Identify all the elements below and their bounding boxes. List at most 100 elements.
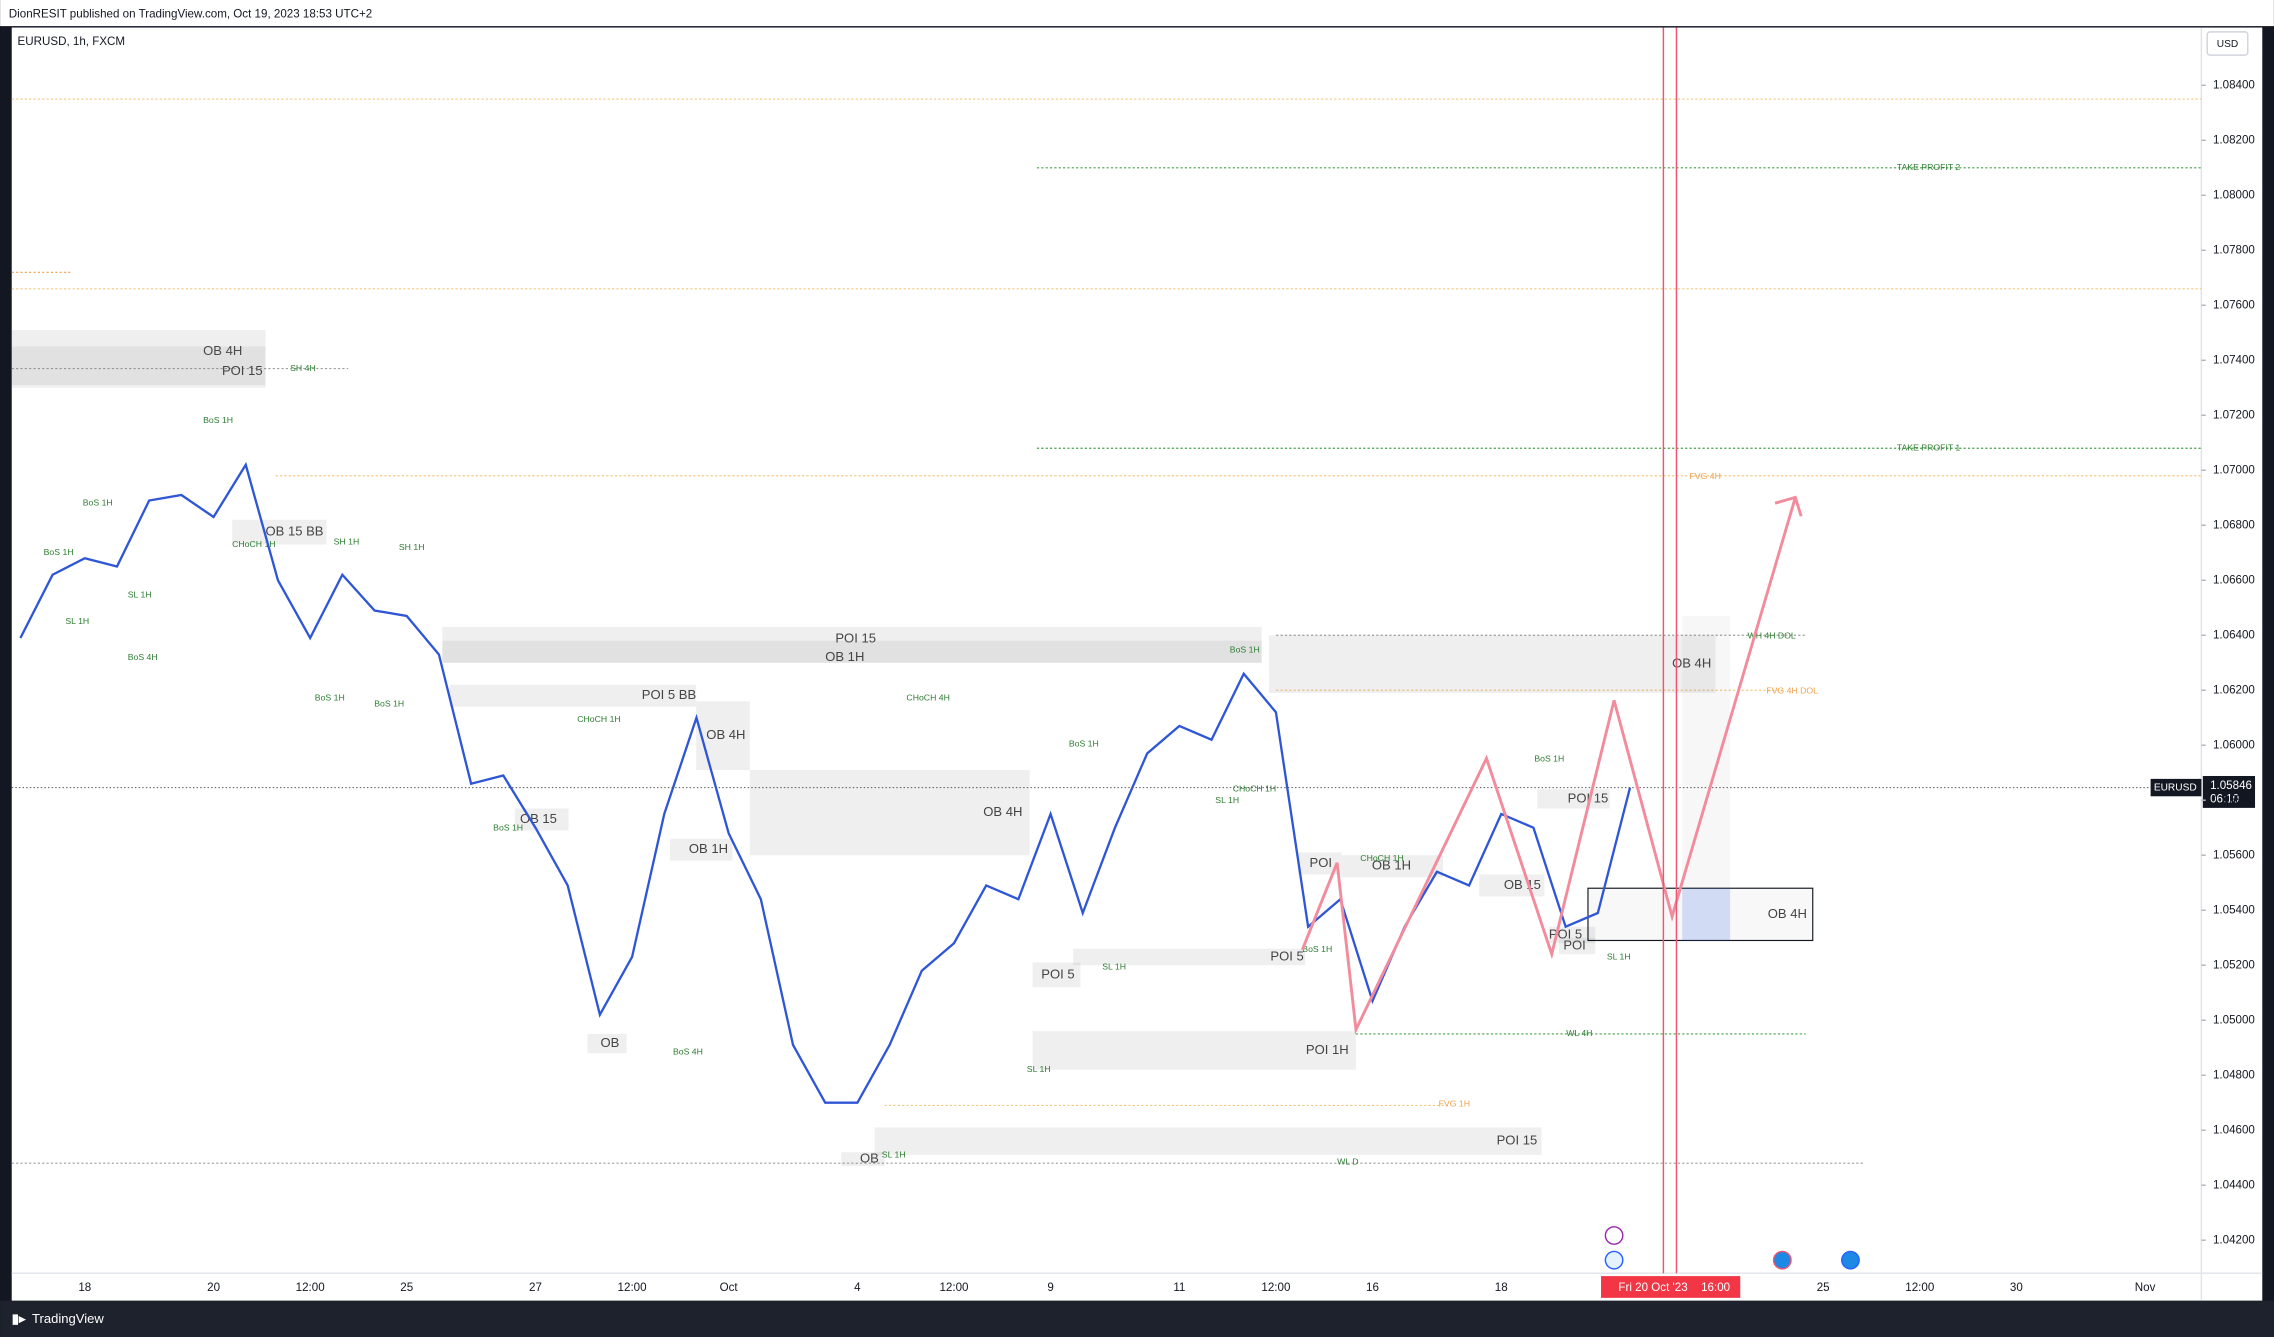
cursor-date: Fri 20 Oct '23 [1618, 1281, 1687, 1294]
zone [749, 769, 1030, 856]
footer-bar [0, 1300, 2274, 1337]
y-tick-label: 1.05800 [2213, 793, 2255, 806]
x-tick-label: 18 [1495, 1281, 1508, 1294]
zone [232, 519, 327, 545]
annotation: FVG 4H [1689, 471, 1720, 481]
y-tick-label: 1.05200 [2213, 958, 2255, 971]
annotation: BoS 1H [44, 547, 74, 557]
selection-range [1682, 616, 1731, 941]
projection-path [1300, 496, 1797, 1035]
zone [11, 330, 266, 388]
y-tick-label: 1.05400 [2213, 903, 2255, 916]
zone [1032, 962, 1081, 988]
annotation: BoS 1H [1302, 944, 1332, 954]
zone-label: OB 15 [1504, 877, 1541, 892]
zone [442, 640, 1262, 663]
x-tick-label: 12:00 [1905, 1281, 1934, 1294]
y-tick-label: 1.08400 [2213, 78, 2255, 91]
x-tick-label: 4 [854, 1281, 861, 1294]
x-tick-label: 11 [1173, 1281, 1185, 1294]
zone-label: OB 1H [1372, 858, 1411, 873]
x-tick-label: Nov [2135, 1281, 2156, 1294]
x-tick-label: 9 [1047, 1281, 1053, 1294]
y-tick-label: 1.06800 [2213, 518, 2255, 531]
annotation: CHoCH 1H [1233, 784, 1276, 794]
y-tick-label: 1.08000 [2213, 188, 2255, 201]
annotation: TAKE PROFIT 1 [1897, 442, 1961, 452]
y-tick-label: 1.05000 [2213, 1013, 2255, 1026]
zone-label: POI 5 BB [642, 687, 697, 702]
zone [696, 701, 750, 770]
x-tick-label: Oct [720, 1281, 739, 1294]
y-tick-label: 1.06200 [2213, 683, 2255, 696]
zone [1297, 852, 1342, 875]
x-tick-label: 12:00 [939, 1281, 968, 1294]
annotation: BoS 1H [83, 498, 113, 508]
annotation: WL 4H [1566, 1028, 1592, 1038]
annotation: CHoCH 4H [906, 693, 949, 703]
y-tick-label: 1.07200 [2213, 408, 2255, 421]
zone [587, 1033, 627, 1054]
price-tag [2202, 775, 2256, 808]
annotation: BoS 4H [128, 652, 158, 662]
annotation: CHoCH 1H [1360, 853, 1403, 863]
zone [1558, 937, 1596, 955]
zone [1073, 948, 1306, 966]
zone [449, 684, 697, 707]
annotation: SH 1H [399, 542, 425, 552]
annotation: BoS 1H [1230, 645, 1260, 655]
zone-label: OB 4H [983, 804, 1022, 819]
y-tick-label: 1.06400 [2213, 628, 2255, 641]
zone [1268, 635, 1716, 693]
annotation: SL 1H [128, 590, 152, 600]
event-icon[interactable] [1604, 1250, 1624, 1270]
zone-label: POI [1310, 855, 1332, 870]
zone-label: POI 1H [1306, 1042, 1349, 1057]
currency-box[interactable] [2206, 31, 2249, 56]
zone-label: POI 5 [1041, 966, 1074, 981]
publisher: DionRESIT published on TradingView.com, … [9, 8, 372, 21]
zone-label: OB [600, 1035, 619, 1050]
y-tick-label: 1.05600 [2213, 848, 2255, 861]
annotation: CHoCH 1H [577, 714, 620, 724]
annotation: SL 1H [1607, 951, 1631, 961]
annotation: BoS 1H [374, 698, 404, 708]
zone-highlight [1682, 888, 1731, 941]
projection [1300, 27, 1860, 1274]
cursor-time: 16:00 [1701, 1281, 1730, 1294]
event-icon[interactable] [1841, 1250, 1860, 1270]
arrow-head [1774, 495, 1803, 517]
x-tick-label: 12:00 [296, 1281, 325, 1294]
zone-label: POI 15 [222, 363, 263, 378]
zone-label: OB 15 BB [265, 524, 323, 539]
zone-label: OB 4H [706, 727, 745, 742]
countdown: 06:10 [2210, 792, 2239, 805]
annotation: BoS 1H [493, 823, 523, 833]
currency[interactable]: USD [2217, 39, 2238, 50]
symbol-tag [2150, 778, 2202, 797]
annotation: BoS 1H [1534, 753, 1564, 763]
annotation: SH 4H [290, 363, 316, 373]
footer-brand: TradingView [32, 1311, 104, 1326]
annotation: SL 1H [1027, 1064, 1051, 1074]
y-tick-label: 1.08200 [2213, 133, 2255, 146]
cursor-label-box [1601, 1276, 1741, 1298]
x-tick-label: 27 [529, 1281, 542, 1294]
y-tick-label: 1.04600 [2213, 1123, 2255, 1136]
annotation: SL 1H [65, 616, 89, 626]
annotation: SL 1H [882, 1149, 906, 1159]
zone-label: POI 15 [1568, 790, 1609, 805]
y-tick-label: 1.04200 [2213, 1233, 2255, 1246]
annotation: WH 4H DOL [1747, 630, 1795, 640]
zone [11, 346, 266, 386]
zone [1341, 855, 1443, 878]
zone [1032, 1031, 1356, 1070]
event-icon[interactable] [1772, 1250, 1792, 1270]
y-tick-label: 1.07600 [2213, 298, 2255, 311]
zone-label: OB 1H [825, 649, 864, 664]
zone-label: POI 15 [1497, 1133, 1538, 1148]
zone-label: OB 4H [203, 343, 242, 358]
annotation: WL D [1337, 1157, 1358, 1167]
x-tick-label: 18 [78, 1281, 91, 1294]
event-icon[interactable] [1604, 1226, 1624, 1245]
